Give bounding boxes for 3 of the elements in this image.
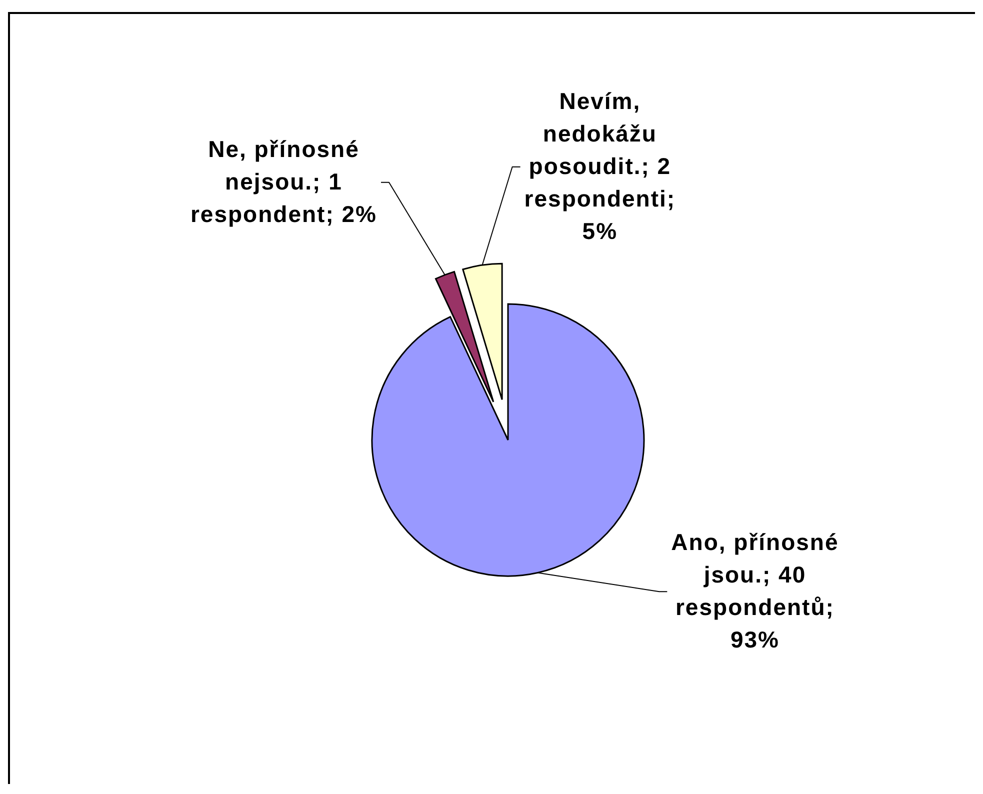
slice-label: Nevím, nedokážu posoudit.; 2 respondenti; 5% [524,88,676,244]
slice-label: Ne, přínosné nejsou.; 1 respondent; 2% [190,136,377,228]
slice-label: Ano, přínosné jsou.; 40 respondentů; 93% [671,529,839,653]
